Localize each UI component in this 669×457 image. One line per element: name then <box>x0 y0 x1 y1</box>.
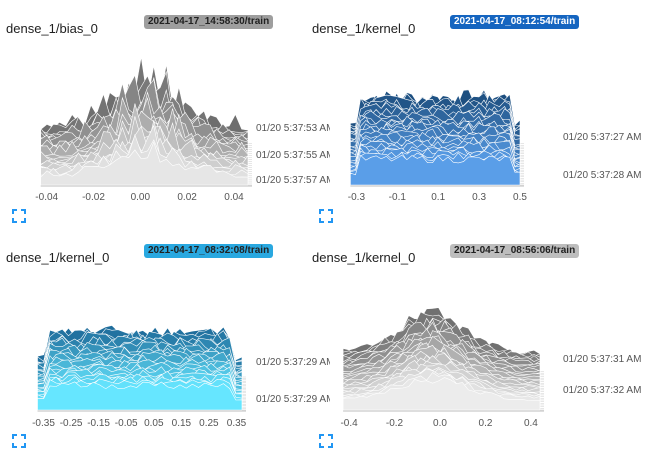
x-tick-label: -0.04 <box>35 192 58 203</box>
run-badge: 2021-04-17_08:56:06/train <box>450 244 580 258</box>
histogram-slice <box>40 141 249 186</box>
histogram-slice <box>342 377 541 411</box>
x-tick-label: -0.25 <box>60 418 83 429</box>
x-tick-label: 0.5 <box>513 192 527 203</box>
card-title: dense_1/kernel_0 <box>312 21 416 36</box>
expand-icon[interactable] <box>12 209 26 223</box>
y-tick-label: 01/20 5:37:29 AM <box>256 394 330 405</box>
x-tick-label: -0.4 <box>340 418 358 429</box>
x-tick-label: -0.2 <box>386 418 404 429</box>
x-tick-label: 0.0 <box>433 418 447 429</box>
x-tick-label: 0.15 <box>172 418 192 429</box>
histogram-plot: -0.35 -0.25 -0.15 -0.05 0.05 0.15 0.25 0.35 01/2… <box>32 325 330 429</box>
x-tick-label: 0.2 <box>479 418 493 429</box>
histogram-plot: -0.04 -0.02 0.00 0.02 0.04 01/20 5:37:53 AM 01… <box>35 56 330 203</box>
y-tick-label: 01/20 5:37:57 AM <box>256 175 330 186</box>
histogram-card: dense_1/kernel_0 2021-04-17_08:32:08/tra… <box>0 229 330 454</box>
x-tick-label: 0.05 <box>144 418 164 429</box>
histogram-plot: -0.4 -0.2 0.0 0.2 0.4 01/20 5:37:31 AM 01/20 5… <box>340 307 641 429</box>
x-tick-label: -0.05 <box>115 418 138 429</box>
x-tick-label: 0.4 <box>524 418 538 429</box>
y-tick-label: 01/20 5:37:53 AM <box>256 123 330 134</box>
x-tick-label: -0.3 <box>348 192 366 203</box>
x-tick-label: -0.1 <box>389 192 407 203</box>
expand-icon[interactable] <box>319 434 333 448</box>
y-tick-label: 01/20 5:37:29 AM <box>256 357 330 368</box>
x-tick-label: 0.04 <box>224 192 244 203</box>
expand-icon[interactable] <box>12 434 26 448</box>
histogram-card: dense_1/bias_0 2021-04-17_14:58:30/train… <box>0 0 330 225</box>
y-tick-label: 01/20 5:37:28 AM <box>563 170 641 181</box>
x-tick-label: 0.00 <box>131 192 151 203</box>
x-tick-label: -0.35 <box>32 418 55 429</box>
card-title: dense_1/kernel_0 <box>312 250 416 265</box>
expand-icon[interactable] <box>319 209 333 223</box>
histogram-card: dense_1/kernel_0 2021-04-17_08:12:54/tra… <box>306 0 641 225</box>
y-tick-label: 01/20 5:37:31 AM <box>563 354 641 365</box>
x-tick-label: 0.25 <box>199 418 219 429</box>
x-tick-label: -0.15 <box>87 418 110 429</box>
card-title: dense_1/bias_0 <box>6 21 98 36</box>
x-tick-label: -0.02 <box>82 192 105 203</box>
histogram-slice <box>350 154 521 186</box>
histogram-slice <box>37 381 243 411</box>
y-tick-label: 01/20 5:37:55 AM <box>256 150 330 161</box>
histogram-card: dense_1/kernel_0 2021-04-17_08:56:06/tra… <box>306 229 641 454</box>
card-title: dense_1/kernel_0 <box>6 250 110 265</box>
x-tick-label: 0.02 <box>177 192 197 203</box>
y-tick-label: 01/20 5:37:27 AM <box>563 132 641 143</box>
run-badge: 2021-04-17_08:12:54/train <box>450 15 580 29</box>
x-tick-label: 0.35 <box>227 418 247 429</box>
x-tick-label: 0.1 <box>431 192 445 203</box>
run-badge: 2021-04-17_14:58:30/train <box>144 15 274 29</box>
run-badge: 2021-04-17_08:32:08/train <box>144 244 274 258</box>
y-tick-label: 01/20 5:37:32 AM <box>563 385 641 396</box>
x-tick-label: 0.3 <box>472 192 486 203</box>
histogram-plot: -0.3 -0.1 0.1 0.3 0.5 01/20 5:37:27 AM 01/20 5… <box>348 89 641 203</box>
